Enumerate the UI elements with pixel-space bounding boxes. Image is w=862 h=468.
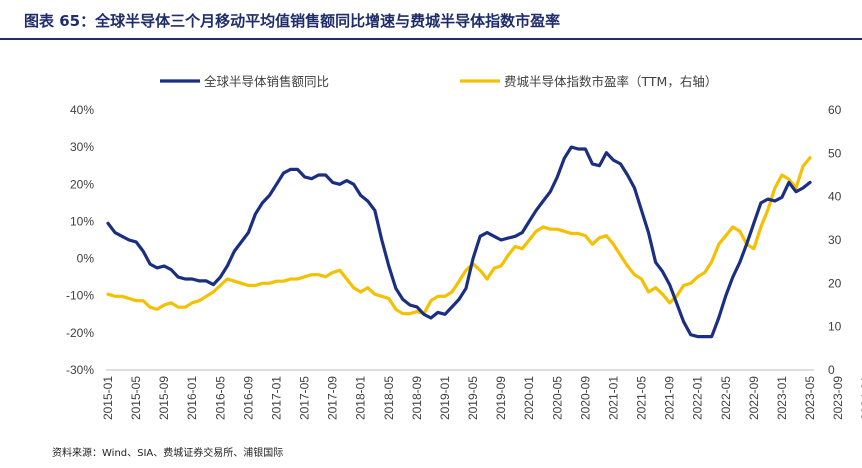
x-tick-label: 2020-01: [522, 376, 536, 420]
x-tick-label: 2017-09: [326, 376, 340, 420]
title-rule: [0, 38, 862, 40]
y-right-tick-label: 40: [828, 190, 842, 204]
x-tick-label: 2022-05: [719, 376, 733, 420]
y-right-tick-label: 30: [828, 233, 842, 247]
y-left-tick-label: -30%: [66, 363, 94, 377]
x-tick-label: 2017-05: [298, 376, 312, 420]
y-right-tick-label: 0: [828, 363, 835, 377]
x-tick-label: 2015-05: [129, 376, 143, 420]
legend: 全球半导体销售额同比 费城半导体指数市盈率（TTM，右轴）: [160, 74, 717, 89]
y-left-tick-label: 0%: [77, 252, 95, 266]
x-tick-label: 2017-01: [269, 376, 283, 420]
x-tick-label: 2023-09: [831, 376, 845, 420]
y-axis-left: 40% 30% 20% 10% 0% -10% -20% -30%: [66, 103, 94, 377]
x-tick-label: 2021-01: [606, 376, 620, 420]
x-tick-label: 2018-09: [410, 376, 424, 420]
y-left-tick-label: 20%: [70, 177, 94, 191]
x-tick-label: 2019-05: [466, 376, 480, 420]
y-right-tick-label: 20: [828, 276, 842, 290]
y-left-tick-label: -20%: [66, 326, 94, 340]
x-tick-label: 2018-05: [382, 376, 396, 420]
y-left-tick-label: 30%: [70, 140, 94, 154]
series-line-sox-pe: [106, 156, 812, 316]
y-left-tick-label: -10%: [66, 289, 94, 303]
x-axis: 2015-01 2015-05 2015-09 2016-01 2016-05 2016-…: [101, 376, 862, 420]
x-tick-label: 2016-09: [241, 376, 255, 420]
x-tick-label: 2019-01: [438, 376, 452, 420]
line-chart: 40% 30% 20% 10% 0% -10% -20% -30% 60 50 40 30 20 10 0…: [66, 74, 862, 420]
y-right-tick-label: 60: [828, 103, 842, 117]
legend-label: 费城半导体指数市盈率（TTM，右轴）: [504, 74, 717, 89]
y-right-tick-label: 10: [828, 320, 842, 334]
x-tick-label: 2022-09: [747, 376, 761, 420]
y-left-tick-label: 10%: [70, 214, 94, 228]
y-axis-right: 60 50 40 30 20 10 0: [828, 103, 842, 377]
y-right-tick-label: 50: [828, 146, 842, 160]
x-tick-label: 2020-09: [578, 376, 592, 420]
x-tick-label: 2022-01: [691, 376, 705, 420]
x-tick-label: 2016-05: [213, 376, 227, 420]
x-tick-label: 2021-05: [635, 376, 649, 420]
x-tick-label: 2015-01: [101, 376, 115, 420]
y-left-tick-label: 40%: [70, 103, 94, 117]
x-tick-label: 2016-01: [185, 376, 199, 420]
chart-title: 图表 65：全球半导体三个月移动平均值销售额同比增速与费城半导体指数市盈率: [24, 12, 561, 30]
x-tick-label: 2021-09: [663, 376, 677, 420]
x-tick-label: 2024-01: [859, 376, 862, 420]
x-tick-label: 2015-09: [157, 376, 171, 420]
series-layer: [106, 145, 812, 339]
x-tick-label: 2019-09: [494, 376, 508, 420]
x-tick-label: 2018-01: [354, 376, 368, 420]
x-tick-label: 2023-01: [775, 376, 789, 420]
source-note: 资料来源：Wind、SIA、费城证券交易所、浦银国际: [52, 448, 284, 459]
series-line-sales-yoy: [106, 145, 812, 339]
x-tick-label: 2020-05: [550, 376, 564, 420]
legend-label: 全球半导体销售额同比: [204, 74, 329, 89]
x-tick-label: 2023-05: [803, 376, 817, 420]
